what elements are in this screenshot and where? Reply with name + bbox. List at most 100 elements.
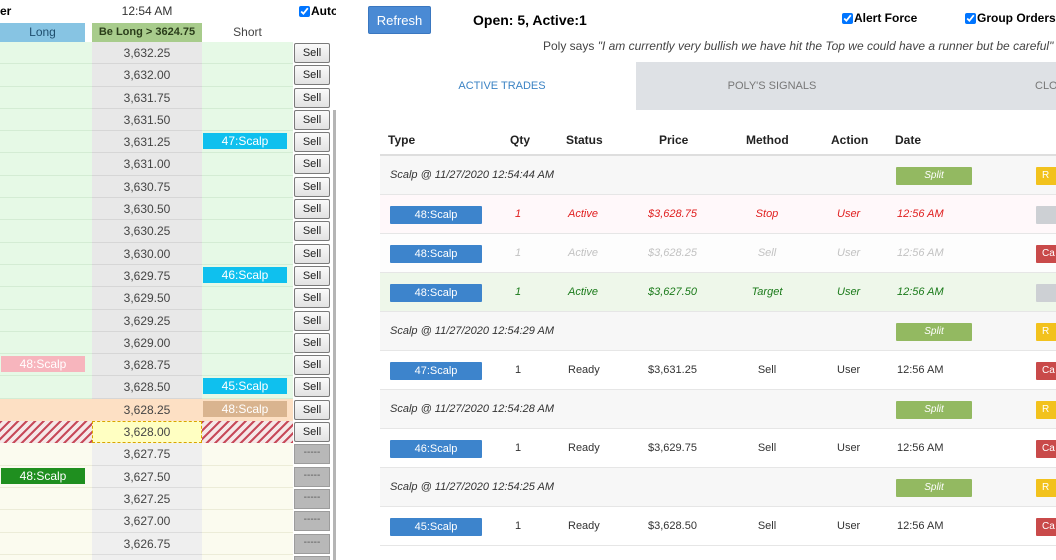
short-cell[interactable] xyxy=(202,175,293,199)
sell-button[interactable]: Sell xyxy=(294,43,330,63)
long-cell[interactable]: 48:Scalp xyxy=(0,354,92,377)
short-cell[interactable] xyxy=(202,220,293,243)
short-order-tag[interactable]: 45:Scalp xyxy=(203,378,287,395)
long-cell[interactable] xyxy=(0,421,92,444)
split-button[interactable]: Split xyxy=(896,401,972,419)
long-cell[interactable] xyxy=(0,131,92,154)
sell-button[interactable]: Sell xyxy=(294,310,330,331)
long-cell[interactable] xyxy=(0,264,92,288)
short-cell[interactable] xyxy=(202,242,293,265)
sell-button[interactable]: Sell xyxy=(294,221,330,242)
long-cell[interactable] xyxy=(0,198,92,221)
long-cell[interactable]: 48:Scalp xyxy=(0,465,92,488)
sell-button[interactable]: Sell xyxy=(294,154,330,175)
long-cell[interactable] xyxy=(0,487,92,511)
group-orders-input[interactable] xyxy=(965,12,976,24)
sell-button[interactable]: Sell xyxy=(294,176,330,197)
short-cell[interactable] xyxy=(202,108,293,132)
long-cell[interactable] xyxy=(0,108,92,132)
long-cell[interactable] xyxy=(0,242,92,265)
sell-button[interactable]: Sell xyxy=(294,132,330,153)
refresh-button[interactable]: Refresh xyxy=(368,6,431,34)
trade-action-button[interactable] xyxy=(1036,206,1056,224)
sell-button[interactable]: Sell xyxy=(294,399,330,420)
sell-button[interactable]: Sell xyxy=(294,87,330,108)
long-cell[interactable] xyxy=(0,376,92,399)
tab-polys-signals[interactable]: POLY'S SIGNALS xyxy=(636,62,908,110)
short-order-tag[interactable]: 46:Scalp xyxy=(203,266,287,283)
group-action-button[interactable]: R xyxy=(1036,167,1056,185)
short-cell[interactable] xyxy=(202,354,293,377)
short-cell[interactable]: 48:Scalp xyxy=(202,398,293,422)
long-cell[interactable] xyxy=(0,532,92,555)
long-cell[interactable] xyxy=(0,153,92,176)
short-cell[interactable] xyxy=(202,465,293,488)
short-cell[interactable]: 47:Scalp xyxy=(202,131,293,154)
sell-button[interactable]: Sell xyxy=(294,355,330,376)
trade-type-badge[interactable]: 48:Scalp xyxy=(390,284,482,302)
sell-button[interactable]: Sell xyxy=(294,288,330,309)
sell-button[interactable]: Sell xyxy=(294,199,330,220)
sell-button[interactable]: Sell xyxy=(294,265,330,286)
trade-type-badge[interactable]: 48:Scalp xyxy=(390,245,482,263)
long-cell[interactable] xyxy=(0,64,92,87)
long-cell[interactable] xyxy=(0,331,92,355)
short-cell[interactable] xyxy=(202,287,293,310)
short-cell[interactable] xyxy=(202,64,293,87)
short-cell[interactable]: 46:Scalp xyxy=(202,264,293,288)
long-cell[interactable] xyxy=(0,42,92,65)
short-cell[interactable] xyxy=(202,487,293,511)
trade-action-button[interactable]: Ca xyxy=(1036,245,1056,263)
ladder-scrollbar[interactable] xyxy=(333,110,336,560)
short-cell[interactable] xyxy=(202,554,293,560)
group-action-button[interactable]: R xyxy=(1036,479,1056,497)
group-action-button[interactable]: R xyxy=(1036,401,1056,419)
long-order-tag[interactable]: 48:Scalp xyxy=(1,467,85,484)
long-cell[interactable] xyxy=(0,86,92,109)
auto-checkbox-input[interactable] xyxy=(299,6,310,17)
group-orders-checkbox[interactable]: Group Orders xyxy=(965,11,1056,25)
trade-action-button[interactable]: Ca xyxy=(1036,440,1056,458)
trade-action-button[interactable] xyxy=(1036,284,1056,302)
trade-action-button[interactable]: Ca xyxy=(1036,362,1056,380)
long-cell[interactable] xyxy=(0,287,92,310)
sell-button[interactable]: Sell xyxy=(294,332,330,353)
trade-type-badge[interactable]: 47:Scalp xyxy=(390,362,482,380)
sell-button[interactable]: Sell xyxy=(294,377,330,398)
short-order-tag[interactable]: 48:Scalp xyxy=(203,400,287,417)
long-cell[interactable] xyxy=(0,510,92,533)
sell-button[interactable]: Sell xyxy=(294,243,330,264)
trade-type-badge[interactable]: 48:Scalp xyxy=(390,206,482,224)
short-cell[interactable] xyxy=(202,198,293,221)
split-button[interactable]: Split xyxy=(896,323,972,341)
long-cell[interactable] xyxy=(0,554,92,560)
short-order-tag[interactable]: 47:Scalp xyxy=(203,133,287,150)
long-cell[interactable] xyxy=(0,175,92,199)
long-order-tag[interactable]: 48:Scalp xyxy=(1,356,85,373)
tab-active-trades[interactable]: ACTIVE TRADES xyxy=(368,62,636,110)
sell-button[interactable]: Sell xyxy=(294,422,330,443)
long-cell[interactable] xyxy=(0,309,92,332)
sell-button[interactable]: Sell xyxy=(294,65,330,86)
short-cell[interactable] xyxy=(202,443,293,466)
auto-checkbox[interactable]: Auto xyxy=(299,0,336,23)
short-cell[interactable] xyxy=(202,532,293,555)
short-cell[interactable] xyxy=(202,331,293,355)
short-cell[interactable] xyxy=(202,153,293,176)
long-cell[interactable] xyxy=(0,220,92,243)
tab-closed-trades[interactable]: CLOSED TR xyxy=(908,62,1056,110)
short-cell[interactable] xyxy=(202,86,293,109)
trade-action-button[interactable]: Ca xyxy=(1036,518,1056,536)
short-cell[interactable]: 45:Scalp xyxy=(202,376,293,399)
alert-force-input[interactable] xyxy=(842,12,853,24)
sell-button[interactable]: Sell xyxy=(294,109,330,130)
alert-force-checkbox[interactable]: Alert Force xyxy=(842,11,917,25)
split-button[interactable]: Split xyxy=(896,167,972,185)
split-button[interactable]: Split xyxy=(896,479,972,497)
long-cell[interactable] xyxy=(0,443,92,466)
short-cell[interactable] xyxy=(202,42,293,65)
short-cell[interactable] xyxy=(202,421,293,444)
trade-type-badge[interactable]: 46:Scalp xyxy=(390,440,482,458)
long-cell[interactable] xyxy=(0,398,92,422)
short-cell[interactable] xyxy=(202,510,293,533)
